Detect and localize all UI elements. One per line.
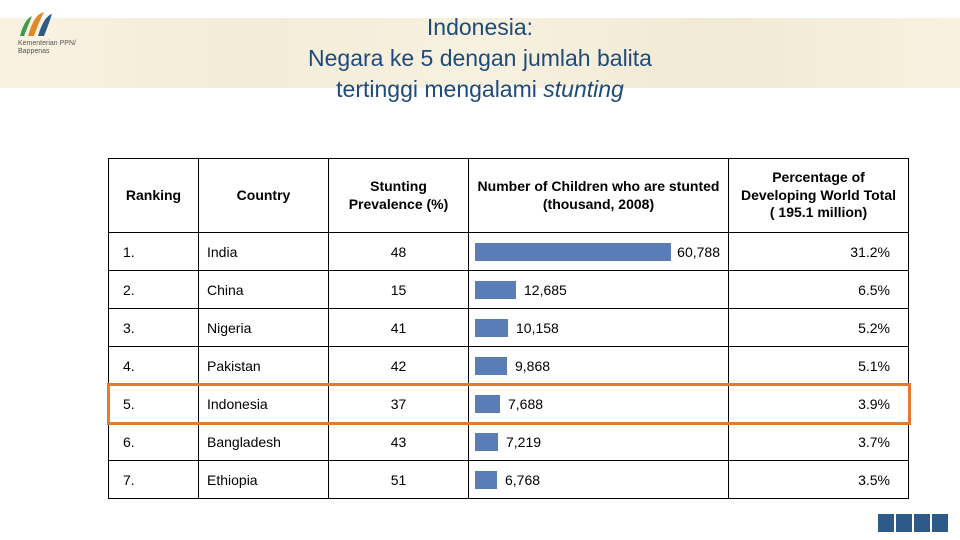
footer-block bbox=[878, 514, 894, 532]
country-cell: Ethiopia bbox=[199, 461, 329, 499]
title-line-3b: stunting bbox=[543, 76, 624, 102]
stunted-children-bar bbox=[475, 319, 508, 337]
country-cell: China bbox=[199, 271, 329, 309]
title-line-1: Indonesia: bbox=[427, 14, 533, 40]
bar-value-label: 6,768 bbox=[505, 472, 540, 488]
stunted-children-bar bbox=[475, 357, 507, 375]
footer-decoration bbox=[878, 514, 948, 532]
percentage-cell: 31.2% bbox=[729, 233, 909, 271]
prevalence-cell: 37 bbox=[329, 385, 469, 423]
country-cell: Pakistan bbox=[199, 347, 329, 385]
bar-value-label: 7,219 bbox=[506, 434, 541, 450]
stunted-children-bar bbox=[475, 243, 671, 261]
stunted-children-bar bbox=[475, 395, 500, 413]
number-cell: 10,158 bbox=[469, 309, 729, 347]
table-row: 3.Nigeria41 10,158 5.2% bbox=[109, 309, 909, 347]
percentage-cell: 5.2% bbox=[729, 309, 909, 347]
col-country: Country bbox=[199, 159, 329, 233]
rank-cell: 6. bbox=[109, 423, 199, 461]
prevalence-cell: 51 bbox=[329, 461, 469, 499]
rank-cell: 5. bbox=[109, 385, 199, 423]
footer-block bbox=[896, 514, 912, 532]
number-cell: 7,688 bbox=[469, 385, 729, 423]
bar-value-label: 7,688 bbox=[508, 396, 543, 412]
percentage-cell: 3.9% bbox=[729, 385, 909, 423]
col-prevalence: Stunting Prevalence (%) bbox=[329, 159, 469, 233]
number-cell: 9,868 bbox=[469, 347, 729, 385]
prevalence-cell: 42 bbox=[329, 347, 469, 385]
stunting-table: Ranking Country Stunting Prevalence (%) … bbox=[108, 158, 909, 499]
percentage-cell: 3.7% bbox=[729, 423, 909, 461]
rank-cell: 4. bbox=[109, 347, 199, 385]
stunted-children-bar bbox=[475, 281, 516, 299]
stunting-table-container: Ranking Country Stunting Prevalence (%) … bbox=[108, 158, 908, 499]
percentage-cell: 6.5% bbox=[729, 271, 909, 309]
country-cell: Nigeria bbox=[199, 309, 329, 347]
prevalence-cell: 15 bbox=[329, 271, 469, 309]
col-percentage: Percentage of Developing World Total ( 1… bbox=[729, 159, 909, 233]
title-line-3a: tertinggi mengalami bbox=[336, 76, 543, 102]
bar-value-label: 12,685 bbox=[524, 282, 567, 298]
country-cell: India bbox=[199, 233, 329, 271]
table-header-row: Ranking Country Stunting Prevalence (%) … bbox=[109, 159, 909, 233]
rank-cell: 1. bbox=[109, 233, 199, 271]
table-row: 5.Indonesia37 7,688 3.9% bbox=[109, 385, 909, 423]
country-cell: Indonesia bbox=[199, 385, 329, 423]
rank-cell: 3. bbox=[109, 309, 199, 347]
country-cell: Bangladesh bbox=[199, 423, 329, 461]
rank-cell: 7. bbox=[109, 461, 199, 499]
rank-cell: 2. bbox=[109, 271, 199, 309]
prevalence-cell: 43 bbox=[329, 423, 469, 461]
percentage-cell: 5.1% bbox=[729, 347, 909, 385]
stunted-children-bar bbox=[475, 433, 498, 451]
col-number: Number of Children who are stunted (thou… bbox=[469, 159, 729, 233]
number-cell: 12,685 bbox=[469, 271, 729, 309]
footer-block bbox=[932, 514, 948, 532]
prevalence-cell: 48 bbox=[329, 233, 469, 271]
bar-value-label: 9,868 bbox=[515, 358, 550, 374]
table-row: 1.India48 60,788 31.2% bbox=[109, 233, 909, 271]
bar-value-label: 10,158 bbox=[516, 320, 559, 336]
number-cell: 6,768 bbox=[469, 461, 729, 499]
prevalence-cell: 41 bbox=[329, 309, 469, 347]
number-cell: 7,219 bbox=[469, 423, 729, 461]
percentage-cell: 3.5% bbox=[729, 461, 909, 499]
footer-block bbox=[914, 514, 930, 532]
stunted-children-bar bbox=[475, 471, 497, 489]
table-row: 2.China15 12,685 6.5% bbox=[109, 271, 909, 309]
table-row: 6.Bangladesh43 7,219 3.7% bbox=[109, 423, 909, 461]
title-line-2: Negara ke 5 dengan jumlah balita bbox=[308, 45, 652, 71]
number-cell: 60,788 bbox=[469, 233, 729, 271]
bar-value-label: 60,788 bbox=[677, 244, 720, 260]
page-title: Indonesia: Negara ke 5 dengan jumlah bal… bbox=[0, 12, 960, 105]
col-ranking: Ranking bbox=[109, 159, 199, 233]
table-row: 4.Pakistan42 9,868 5.1% bbox=[109, 347, 909, 385]
table-row: 7.Ethiopia51 6,768 3.5% bbox=[109, 461, 909, 499]
